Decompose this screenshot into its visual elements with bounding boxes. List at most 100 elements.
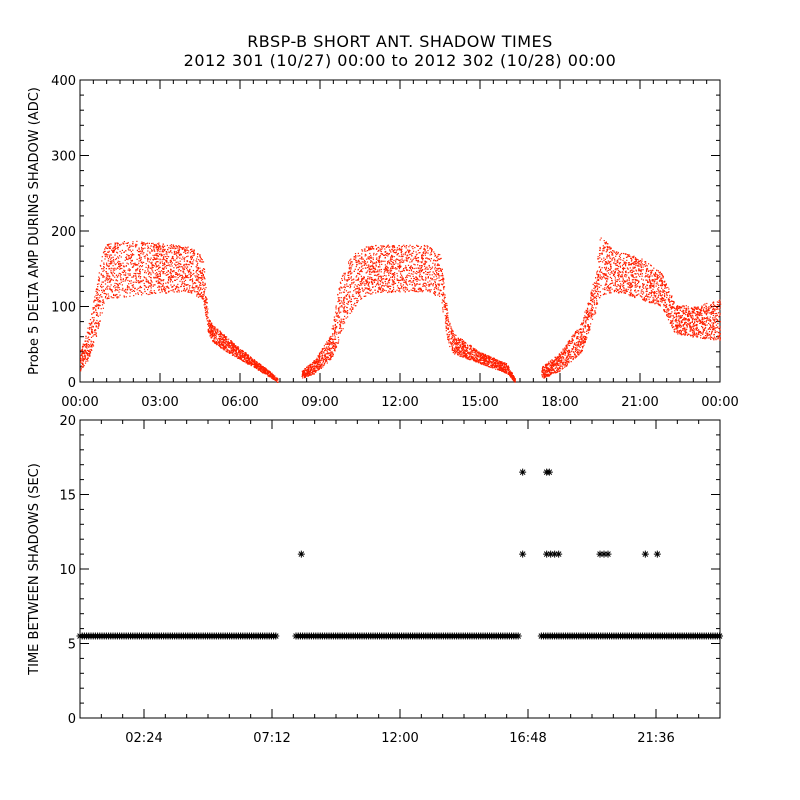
amp-point [644, 261, 646, 263]
amp-point [555, 358, 557, 360]
amp-point [338, 307, 340, 309]
amp-point [157, 247, 159, 250]
amp-point [461, 343, 464, 345]
amp-point [653, 267, 655, 269]
amp-point [357, 255, 359, 257]
amp-point [114, 254, 116, 256]
amp-point [105, 268, 107, 270]
amp-point [705, 332, 707, 334]
amp-point [622, 279, 624, 281]
amp-point [151, 281, 153, 283]
amp-point [574, 350, 577, 353]
chart-title-line1: RBSP-B SHORT ANT. SHADOW TIMES [247, 32, 553, 51]
amp-point [218, 336, 220, 338]
amp-point [480, 352, 482, 354]
amp-point [661, 298, 663, 300]
amp-point [642, 290, 644, 293]
amp-point [430, 252, 432, 254]
amp-point [615, 264, 617, 266]
amp-point [560, 361, 562, 363]
amp-point [378, 249, 380, 251]
amp-point [560, 363, 562, 365]
amp-point [563, 364, 565, 366]
amp-point [599, 278, 601, 280]
amp-point [157, 252, 159, 254]
amp-point [367, 283, 370, 285]
amp-point [139, 260, 142, 262]
amp-point [653, 285, 655, 287]
amp-point [87, 360, 89, 362]
amp-point [412, 289, 414, 292]
amp-point [634, 286, 636, 288]
amp-point [315, 363, 317, 365]
amp-point [641, 258, 643, 260]
amp-point [95, 329, 97, 331]
amp-point [409, 250, 411, 252]
amp-point [707, 319, 709, 321]
amp-point [198, 290, 200, 292]
amp-point [499, 362, 501, 364]
amp-point [494, 362, 496, 364]
amp-point [310, 363, 312, 365]
amp-point [459, 351, 461, 353]
amp-point [676, 326, 678, 328]
amp-point [193, 272, 195, 275]
amp-point [154, 277, 156, 279]
amp-point [256, 367, 258, 370]
amp-point [582, 329, 584, 331]
amp-point [499, 367, 501, 369]
amp-point [343, 308, 345, 310]
amp-point [652, 279, 654, 281]
amp-point [404, 279, 406, 281]
amp-point [630, 282, 632, 284]
amp-point [362, 267, 364, 270]
amp-point [107, 265, 109, 267]
amp-point [569, 357, 572, 359]
amp-point [429, 248, 431, 250]
amp-point [691, 317, 693, 319]
amp-point [411, 267, 414, 270]
amp-point [685, 319, 687, 321]
amp-point [638, 286, 640, 288]
amp-point [216, 328, 218, 330]
amp-point [627, 268, 629, 270]
amp-point [622, 282, 625, 285]
amp-point [601, 267, 603, 269]
amp-point [481, 353, 483, 355]
amp-point [441, 299, 444, 301]
amp-point [348, 268, 351, 270]
amp-point [567, 356, 569, 358]
amp-point [330, 351, 332, 353]
amp-point [209, 326, 211, 328]
amp-point [128, 287, 130, 289]
amp-point [334, 319, 336, 321]
amp-point [629, 267, 631, 269]
amp-point [568, 340, 570, 342]
amp-point [178, 289, 180, 291]
amp-point [619, 266, 622, 268]
amp-point [93, 317, 95, 319]
amp-point [168, 256, 170, 258]
amp-point [347, 310, 349, 312]
amp-point [372, 270, 374, 272]
amp-point [97, 286, 99, 288]
amp-point [703, 318, 705, 320]
amp-point [391, 254, 393, 256]
amp-point [225, 350, 227, 352]
amp-point [392, 261, 394, 263]
amp-point [696, 329, 698, 331]
amp-point [709, 316, 711, 318]
amp-point [385, 284, 387, 286]
amp-point [469, 358, 471, 360]
amp-point [558, 370, 560, 372]
amp-point [127, 248, 129, 250]
amp-point [214, 333, 216, 335]
amp-point [443, 304, 445, 306]
amp-point [635, 279, 637, 281]
amp-point [158, 282, 160, 284]
amp-point [107, 276, 109, 278]
amp-point [81, 366, 83, 368]
amp-point [402, 279, 404, 281]
amp-point [578, 349, 580, 351]
amp-point [157, 265, 159, 267]
